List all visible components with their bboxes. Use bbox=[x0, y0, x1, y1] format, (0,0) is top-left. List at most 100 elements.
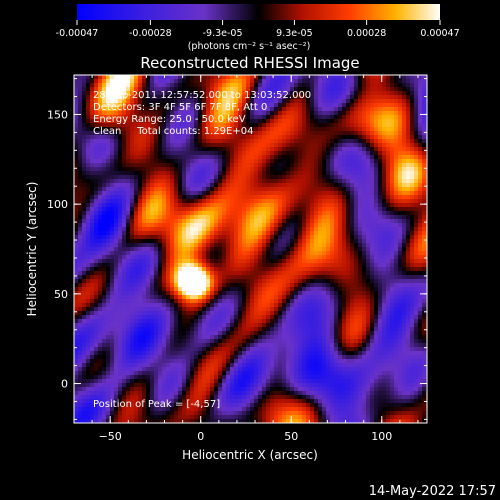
heatmap-pixel bbox=[106, 151, 110, 155]
heatmap-pixel bbox=[294, 163, 298, 167]
heatmap-pixel bbox=[234, 195, 238, 199]
heatmap-pixel bbox=[394, 119, 398, 123]
heatmap-pixel bbox=[266, 91, 270, 95]
heatmap-pixel bbox=[262, 79, 266, 83]
heatmap-pixel bbox=[370, 99, 374, 103]
heatmap-pixel bbox=[334, 83, 338, 87]
heatmap-pixel bbox=[182, 99, 186, 103]
heatmap-pixel bbox=[414, 115, 418, 119]
heatmap-pixel bbox=[174, 275, 178, 279]
heatmap-pixel bbox=[182, 291, 186, 295]
heatmap-pixel bbox=[242, 247, 246, 251]
heatmap-pixel bbox=[130, 75, 134, 79]
heatmap-pixel bbox=[298, 187, 302, 191]
heatmap-pixel bbox=[158, 231, 162, 235]
heatmap-pixel bbox=[162, 171, 166, 175]
heatmap-pixel bbox=[418, 191, 422, 195]
heatmap-pixel bbox=[302, 187, 306, 191]
heatmap-pixel bbox=[198, 119, 202, 123]
heatmap-pixel bbox=[98, 203, 102, 207]
heatmap-pixel bbox=[406, 91, 410, 95]
heatmap-pixel bbox=[270, 267, 274, 271]
heatmap-pixel bbox=[126, 79, 130, 83]
heatmap-pixel bbox=[198, 147, 202, 151]
heatmap-pixel bbox=[94, 267, 98, 271]
heatmap-pixel bbox=[162, 263, 166, 267]
heatmap-pixel bbox=[414, 255, 418, 259]
heatmap-pixel bbox=[154, 83, 158, 87]
heatmap-pixel bbox=[234, 215, 238, 219]
heatmap-pixel bbox=[386, 83, 390, 87]
heatmap-pixel bbox=[138, 235, 142, 239]
heatmap-pixel bbox=[354, 251, 358, 255]
heatmap-pixel bbox=[118, 247, 122, 251]
heatmap-pixel bbox=[322, 219, 326, 223]
heatmap-pixel bbox=[226, 251, 230, 255]
heatmap-pixel bbox=[110, 171, 114, 175]
heatmap-pixel bbox=[418, 187, 422, 191]
heatmap-pixel bbox=[114, 167, 118, 171]
heatmap-pixel bbox=[294, 175, 298, 179]
heatmap-pixel bbox=[206, 163, 210, 167]
heatmap-pixel bbox=[142, 259, 146, 263]
heatmap-pixel bbox=[234, 179, 238, 183]
heatmap-pixel bbox=[418, 211, 422, 215]
heatmap-pixel bbox=[110, 259, 114, 263]
heatmap-pixel bbox=[354, 187, 358, 191]
heatmap-pixel bbox=[82, 171, 86, 175]
heatmap-pixel bbox=[374, 295, 378, 299]
heatmap-pixel bbox=[418, 147, 422, 151]
heatmap-pixel bbox=[86, 267, 90, 271]
heatmap-pixel bbox=[246, 167, 250, 171]
heatmap-pixel bbox=[94, 159, 98, 163]
heatmap-pixel bbox=[238, 179, 242, 183]
heatmap-pixel bbox=[358, 287, 362, 291]
heatmap-pixel bbox=[226, 159, 230, 163]
heatmap-pixel bbox=[246, 183, 250, 187]
heatmap-pixel bbox=[282, 171, 286, 175]
heatmap-pixel bbox=[222, 215, 226, 219]
heatmap-pixel bbox=[82, 287, 86, 291]
heatmap-pixel bbox=[274, 155, 278, 159]
heatmap-pixel bbox=[330, 107, 334, 111]
heatmap-pixel bbox=[402, 211, 406, 215]
heatmap-pixel bbox=[270, 207, 274, 211]
heatmap-pixel bbox=[254, 103, 258, 107]
heatmap-pixel bbox=[254, 211, 258, 215]
heatmap-pixel bbox=[130, 91, 134, 95]
heatmap-pixel bbox=[242, 159, 246, 163]
heatmap-pixel bbox=[238, 123, 242, 127]
heatmap-pixel bbox=[374, 271, 378, 275]
heatmap-pixel bbox=[162, 259, 166, 263]
heatmap-pixel bbox=[318, 239, 322, 243]
heatmap-pixel bbox=[302, 215, 306, 219]
heatmap-pixel bbox=[174, 235, 178, 239]
heatmap-pixel bbox=[158, 103, 162, 107]
heatmap-pixel bbox=[394, 151, 398, 155]
heatmap-pixel bbox=[346, 203, 350, 207]
heatmap-pixel bbox=[210, 119, 214, 123]
heatmap-pixel bbox=[138, 139, 142, 143]
heatmap-pixel bbox=[334, 123, 338, 127]
heatmap-pixel bbox=[78, 127, 82, 131]
heatmap-pixel bbox=[78, 143, 82, 147]
heatmap-pixel bbox=[414, 191, 418, 195]
heatmap-pixel bbox=[334, 227, 338, 231]
heatmap-pixel bbox=[258, 239, 262, 243]
heatmap-pixel bbox=[154, 75, 158, 79]
heatmap-pixel bbox=[414, 215, 418, 219]
heatmap-pixel bbox=[234, 151, 238, 155]
heatmap-pixel bbox=[254, 255, 258, 259]
heatmap-pixel bbox=[334, 115, 338, 119]
heatmap-pixel bbox=[138, 159, 142, 163]
heatmap-pixel bbox=[78, 291, 82, 295]
heatmap-pixel bbox=[214, 115, 218, 119]
heatmap-pixel bbox=[306, 95, 310, 99]
heatmap-pixel bbox=[258, 215, 262, 219]
heatmap-pixel bbox=[398, 159, 402, 163]
heatmap-pixel bbox=[334, 271, 338, 275]
heatmap-pixel bbox=[222, 127, 226, 131]
heatmap-pixel bbox=[130, 243, 134, 247]
heatmap-pixel bbox=[326, 291, 330, 295]
heatmap-pixel bbox=[390, 183, 394, 187]
